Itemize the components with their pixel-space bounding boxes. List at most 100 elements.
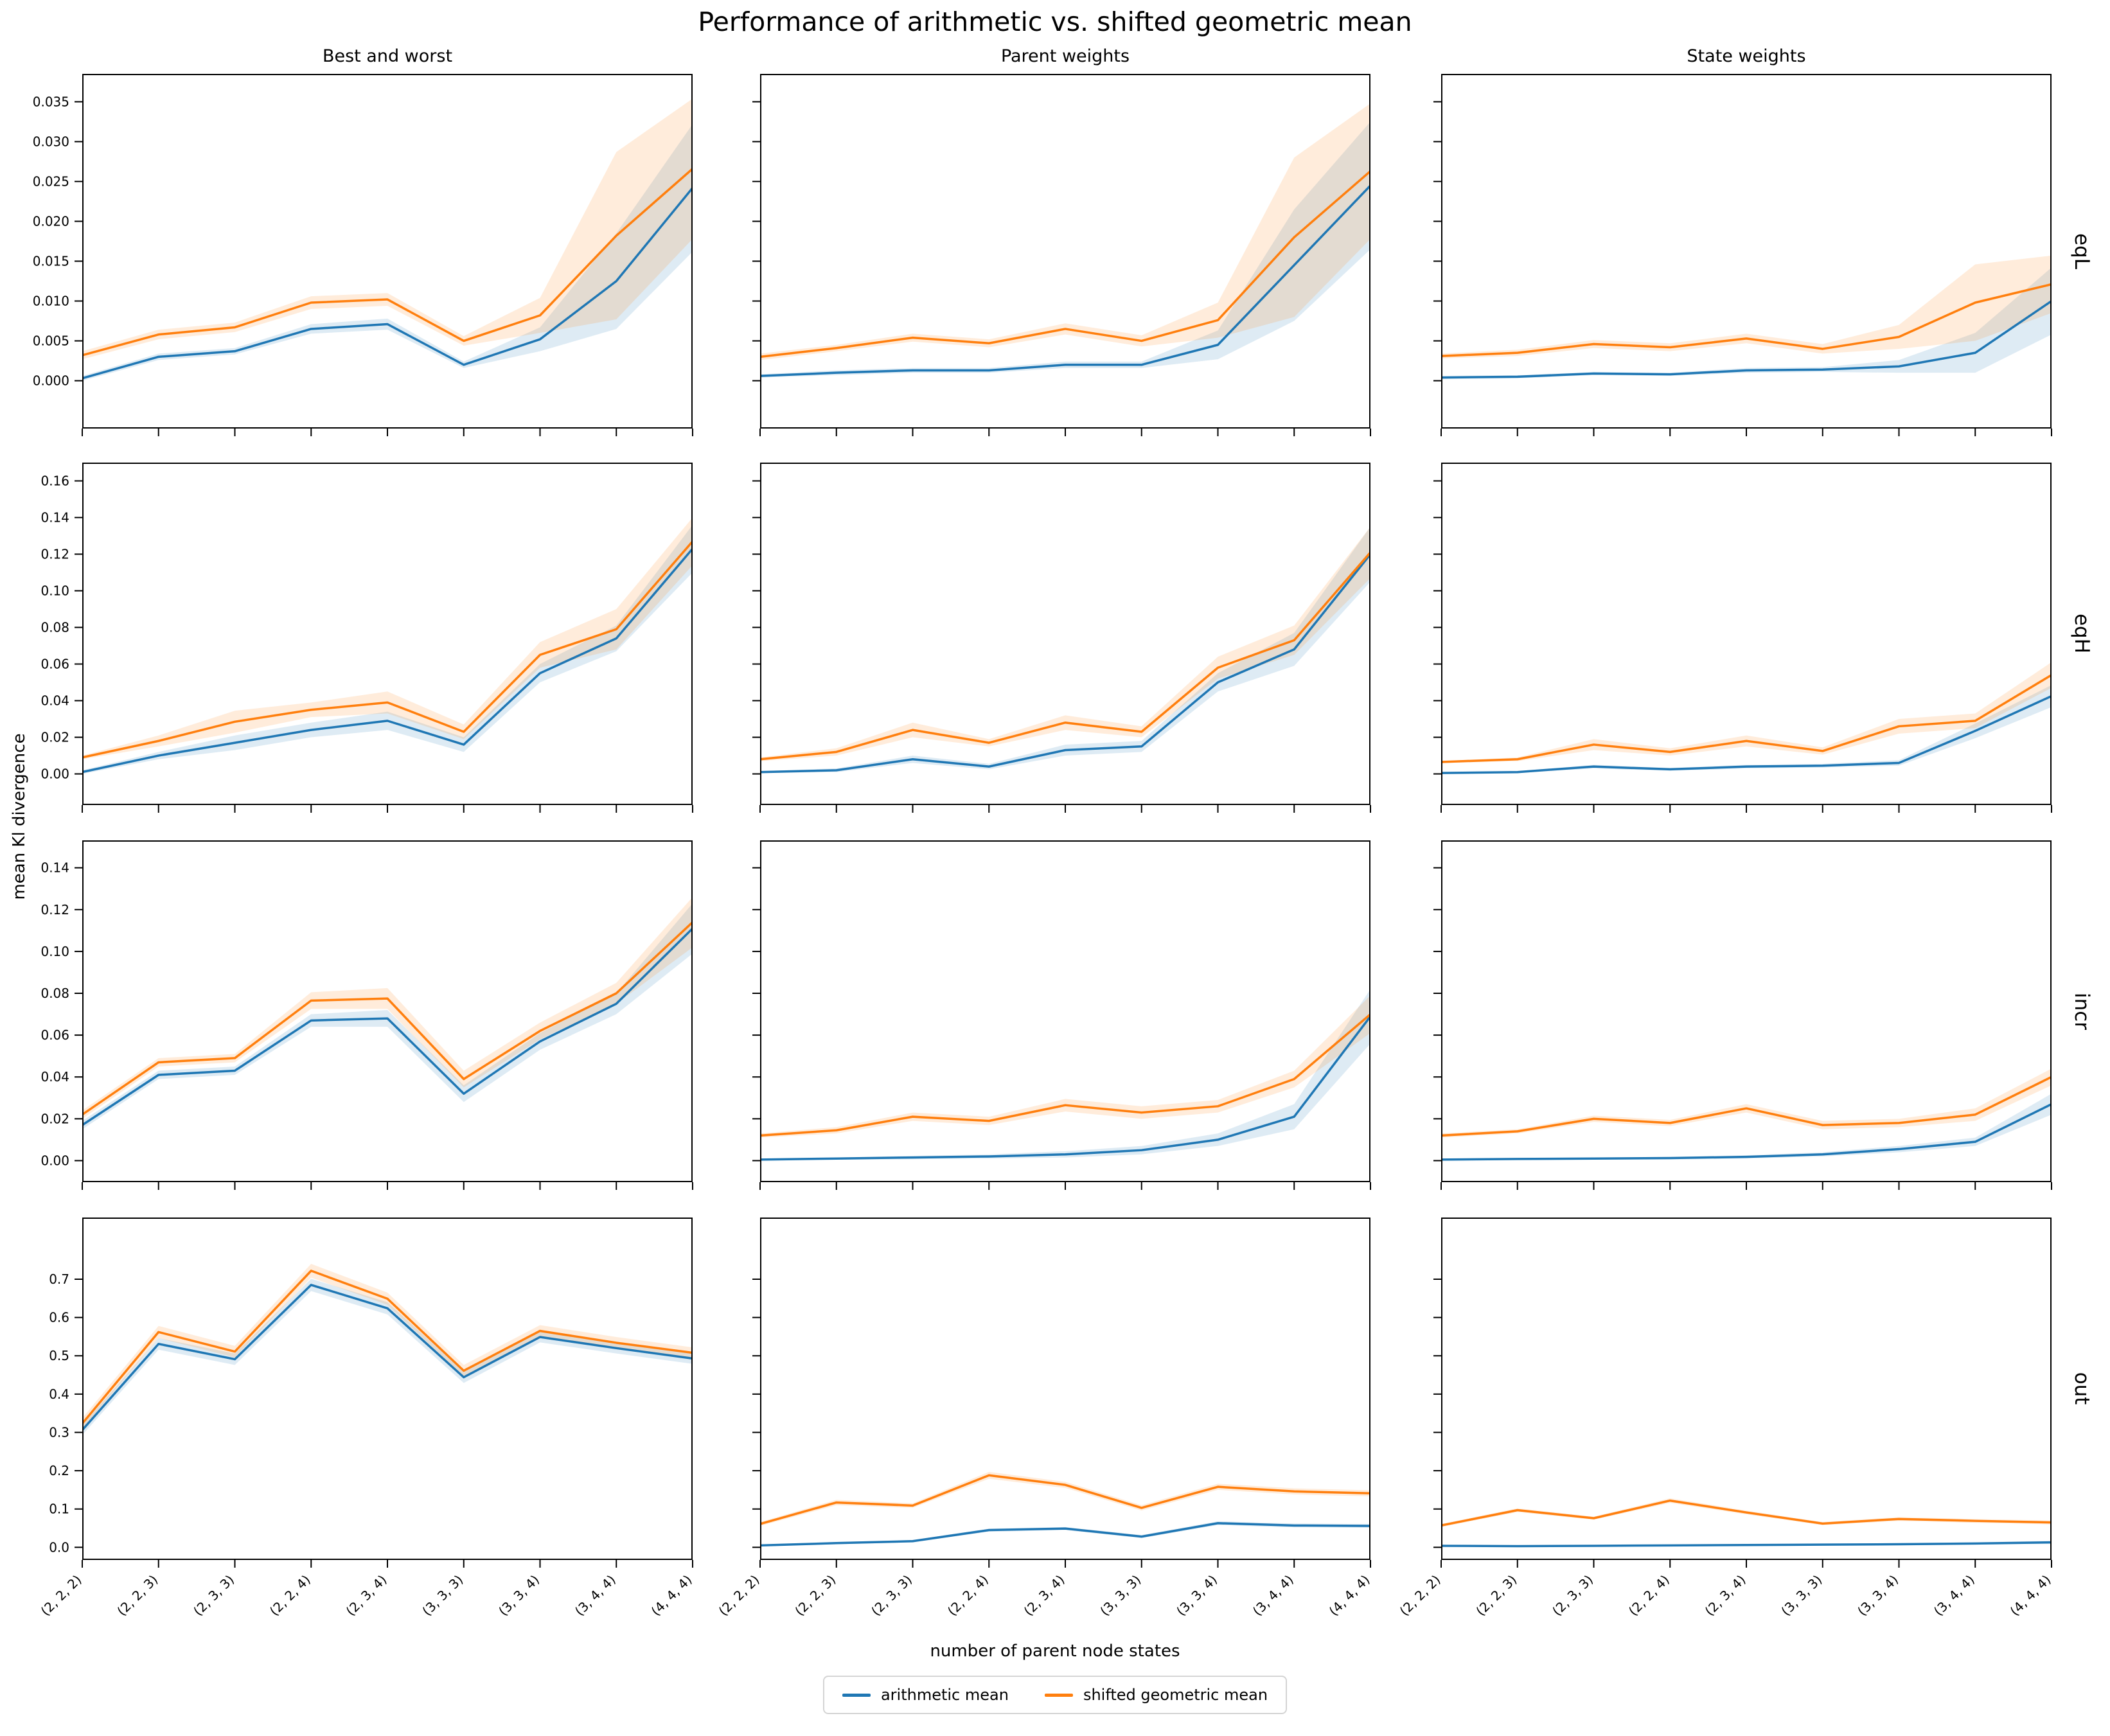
y-tick-label: 0.00 <box>40 1153 69 1168</box>
geometric-mean-line <box>82 167 693 357</box>
geometric-mean-line <box>1441 1076 2052 1137</box>
y-tick-label: 0.10 <box>40 944 69 959</box>
geometric-band <box>1441 255 2052 359</box>
x-tick-label: (2, 3, 4) <box>1702 1572 1749 1619</box>
arithmetic-mean-line <box>1441 1541 2052 1548</box>
x-tick-label: (4, 4, 4) <box>648 1572 695 1619</box>
y-tick-label: 0.04 <box>40 693 69 709</box>
row-label-eqH: eqH <box>2070 613 2093 654</box>
arithmetic-mean-line <box>82 1284 693 1431</box>
arithmetic-band <box>82 903 693 1129</box>
geometric-mean-line <box>1441 1499 2052 1527</box>
x-tick-label: (2, 3, 4) <box>343 1572 390 1619</box>
x-tick-label: (2, 2, 3) <box>114 1572 161 1619</box>
geometric-band <box>82 897 693 1119</box>
arithmetic-mean-line <box>760 184 1370 377</box>
legend-label: arithmetic mean <box>880 1686 1009 1704</box>
y-tick-label: 0.00 <box>40 766 69 782</box>
arithmetic-band <box>82 524 693 774</box>
row-label-eqL: eqL <box>2070 233 2093 270</box>
x-tick-label: (3, 3, 4) <box>495 1572 542 1619</box>
legend-item-shifted-geometric-mean: shifted geometric mean <box>1044 1686 1268 1704</box>
y-tick-label: 0.7 <box>49 1271 69 1287</box>
geometric-band <box>1441 662 2052 763</box>
legend-line-swatch-orange <box>1044 1693 1073 1697</box>
y-axis-label: mean Kl divergence <box>10 733 29 900</box>
arithmetic-mean-line <box>1441 299 2052 379</box>
arithmetic-band <box>82 124 693 381</box>
geometric-band <box>760 1471 1370 1526</box>
subplot-out-best-and-worst: 0.0 0.1 0.2 0.3 0.4 0.5 0.6 0.7 (2, 2, 2) (2, 2, … <box>38 1218 695 1619</box>
y-tick-label: 0.02 <box>40 1111 69 1126</box>
x-tick-label: (2, 2, 4) <box>944 1572 991 1619</box>
subplot-eqL-best-and-worst: 0.000 0.005 0.010 0.015 0.020 0.025 0.030 0.035 <box>33 74 693 436</box>
y-tick-label: 0.4 <box>49 1386 69 1402</box>
geometric-mean-line <box>82 1270 693 1425</box>
x-tick-label: (2, 2, 3) <box>792 1572 838 1619</box>
arithmetic-mean-line <box>1441 695 2052 774</box>
y-tick-label: 0.035 <box>33 94 69 109</box>
y-tick-label: 0.1 <box>49 1501 69 1517</box>
geometric-band <box>82 517 693 759</box>
arithmetic-mean-line <box>82 186 693 380</box>
x-tick-label: (2, 3, 3) <box>190 1572 237 1619</box>
x-tick-label: (2, 3, 4) <box>1021 1572 1068 1619</box>
legend-item-arithmetic-mean: arithmetic mean <box>842 1686 1009 1704</box>
subplot-incr-parent-weights <box>752 840 1371 1190</box>
x-axis-label: number of parent node states <box>930 1642 1180 1661</box>
y-tick-label: 0.0 <box>49 1539 69 1555</box>
y-tick-label: 0.000 <box>33 373 69 389</box>
geometric-mean-line <box>82 540 693 759</box>
arithmetic-band <box>82 1279 693 1435</box>
y-tick-label: 0.14 <box>40 860 69 876</box>
row-label-incr: incr <box>2070 992 2093 1031</box>
arithmetic-mean-line <box>760 1015 1370 1161</box>
y-tick-label: 0.030 <box>33 134 69 149</box>
y-tick-label: 0.08 <box>40 620 69 635</box>
y-tick-label: 0.2 <box>49 1463 69 1478</box>
x-tick-label: (2, 2, 2) <box>1397 1572 1444 1619</box>
x-tick-label: (3, 3, 3) <box>1778 1572 1825 1619</box>
y-tick-label: 0.3 <box>49 1424 69 1440</box>
subplot-eqL-state-weights <box>1433 74 2052 436</box>
geometric-band <box>1441 1068 2052 1138</box>
geometric-mean-line <box>1441 673 2052 763</box>
column-title-best-and-worst: Best and worst <box>322 46 453 66</box>
geometric-mean-line <box>760 551 1370 761</box>
y-tick-label: 0.025 <box>33 173 69 189</box>
subplot-incr-best-and-worst: 0.00 0.02 0.04 0.06 0.08 0.10 0.12 0.14 <box>40 840 693 1190</box>
column-title-parent-weights: Parent weights <box>1000 46 1130 66</box>
y-tick-label: 0.08 <box>40 986 69 1001</box>
x-tick-label: (3, 4, 4) <box>572 1572 619 1619</box>
x-tick-label: (3, 4, 4) <box>1931 1572 1978 1619</box>
x-tick-label: (2, 2, 2) <box>38 1572 85 1619</box>
y-tick-label: 0.020 <box>33 213 69 229</box>
y-tick-label: 0.6 <box>49 1310 69 1325</box>
x-tick-label: (2, 2, 4) <box>1626 1572 1672 1619</box>
y-tick-label: 0.010 <box>33 294 69 309</box>
subplot-eqH-state-weights <box>1433 463 2052 813</box>
arithmetic-mean-line <box>82 547 693 774</box>
legend: arithmetic mean shifted geometric mean <box>822 1676 1288 1714</box>
x-tick-label: (2, 3, 3) <box>1549 1572 1596 1619</box>
subplot-out-parent-weights: (2, 2, 2) (2, 2, 3) (2, 3, 3) (2, 2, 4) (2, … <box>716 1218 1373 1619</box>
x-tick-label: (3, 4, 4) <box>1250 1572 1297 1619</box>
geometric-band <box>760 995 1370 1138</box>
x-tick-label: (2, 3, 3) <box>868 1572 915 1619</box>
y-tick-label: 0.12 <box>40 902 69 917</box>
geometric-mean-line <box>1441 283 2052 357</box>
x-tick-label: (3, 3, 4) <box>1854 1572 1901 1619</box>
arithmetic-mean-line <box>760 1522 1370 1547</box>
arithmetic-mean-line <box>82 927 693 1126</box>
geometric-mean-line <box>760 1474 1370 1525</box>
subplot-incr-state-weights <box>1433 840 2052 1190</box>
figure-title: Performance of arithmetic vs. shifted ge… <box>698 6 1412 37</box>
y-tick-label: 0.04 <box>40 1069 69 1085</box>
y-tick-label: 0.06 <box>40 1027 69 1043</box>
geometric-mean-line <box>760 170 1370 359</box>
subplot-eqH-best-and-worst: 0.00 0.02 0.04 0.06 0.08 0.10 0.12 0.14 0.16 <box>40 463 693 813</box>
y-tick-label: 0.02 <box>40 730 69 745</box>
x-tick-label: (3, 3, 3) <box>419 1572 466 1619</box>
subplot-eqL-parent-weights <box>752 74 1371 436</box>
y-tick-label: 0.14 <box>40 510 69 526</box>
